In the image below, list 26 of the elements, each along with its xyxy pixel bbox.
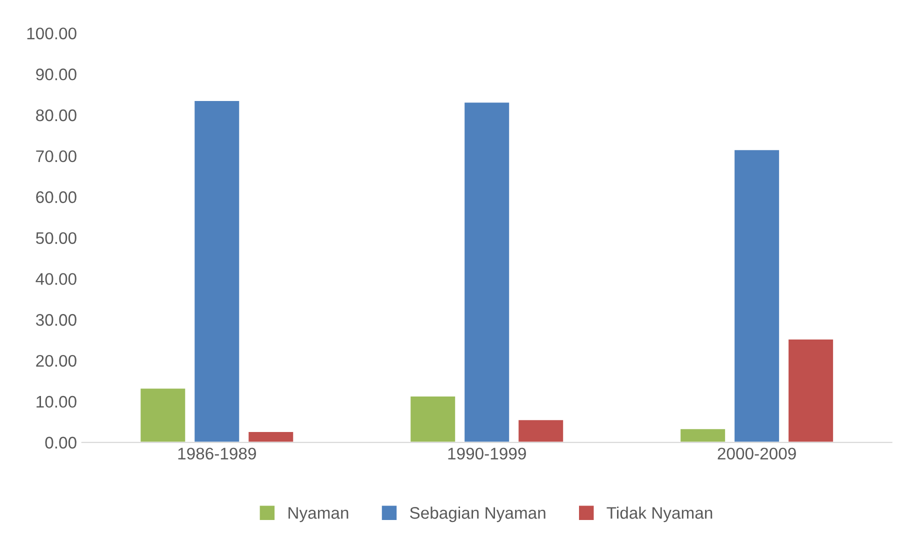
y-tick-label: 100.00 xyxy=(27,28,76,40)
legend-label: Nyaman xyxy=(288,507,348,522)
y-tick-label: 30.00 xyxy=(36,314,76,326)
y-tick-label: 50.00 xyxy=(36,232,76,244)
x-tick-label: 2000-2009 xyxy=(718,448,796,460)
y-tick-label: 90.00 xyxy=(36,68,76,80)
bar xyxy=(679,428,726,442)
bar xyxy=(139,387,187,442)
bar xyxy=(247,430,295,442)
y-tick-label: 20.00 xyxy=(36,354,76,367)
legend-label: Tidak Nyaman xyxy=(606,506,712,522)
bar xyxy=(193,100,241,442)
x-tick-label: 1990-1999 xyxy=(448,448,526,460)
y-tick-label: 60.00 xyxy=(36,191,76,204)
bar xyxy=(463,101,510,442)
y-tick-label: 10.00 xyxy=(36,396,76,408)
x-tick-label: 1986-1989 xyxy=(178,448,256,460)
y-tick-label: 80.00 xyxy=(36,109,76,122)
bar xyxy=(733,148,780,442)
bar xyxy=(787,338,834,442)
bar xyxy=(409,395,456,442)
bar xyxy=(517,418,564,442)
y-tick-label: 70.00 xyxy=(36,150,76,162)
y-tick-label: 40.00 xyxy=(36,273,76,285)
legend-label: Sebagian Nyaman xyxy=(410,506,546,522)
y-tick-label: 0.00 xyxy=(45,436,76,449)
